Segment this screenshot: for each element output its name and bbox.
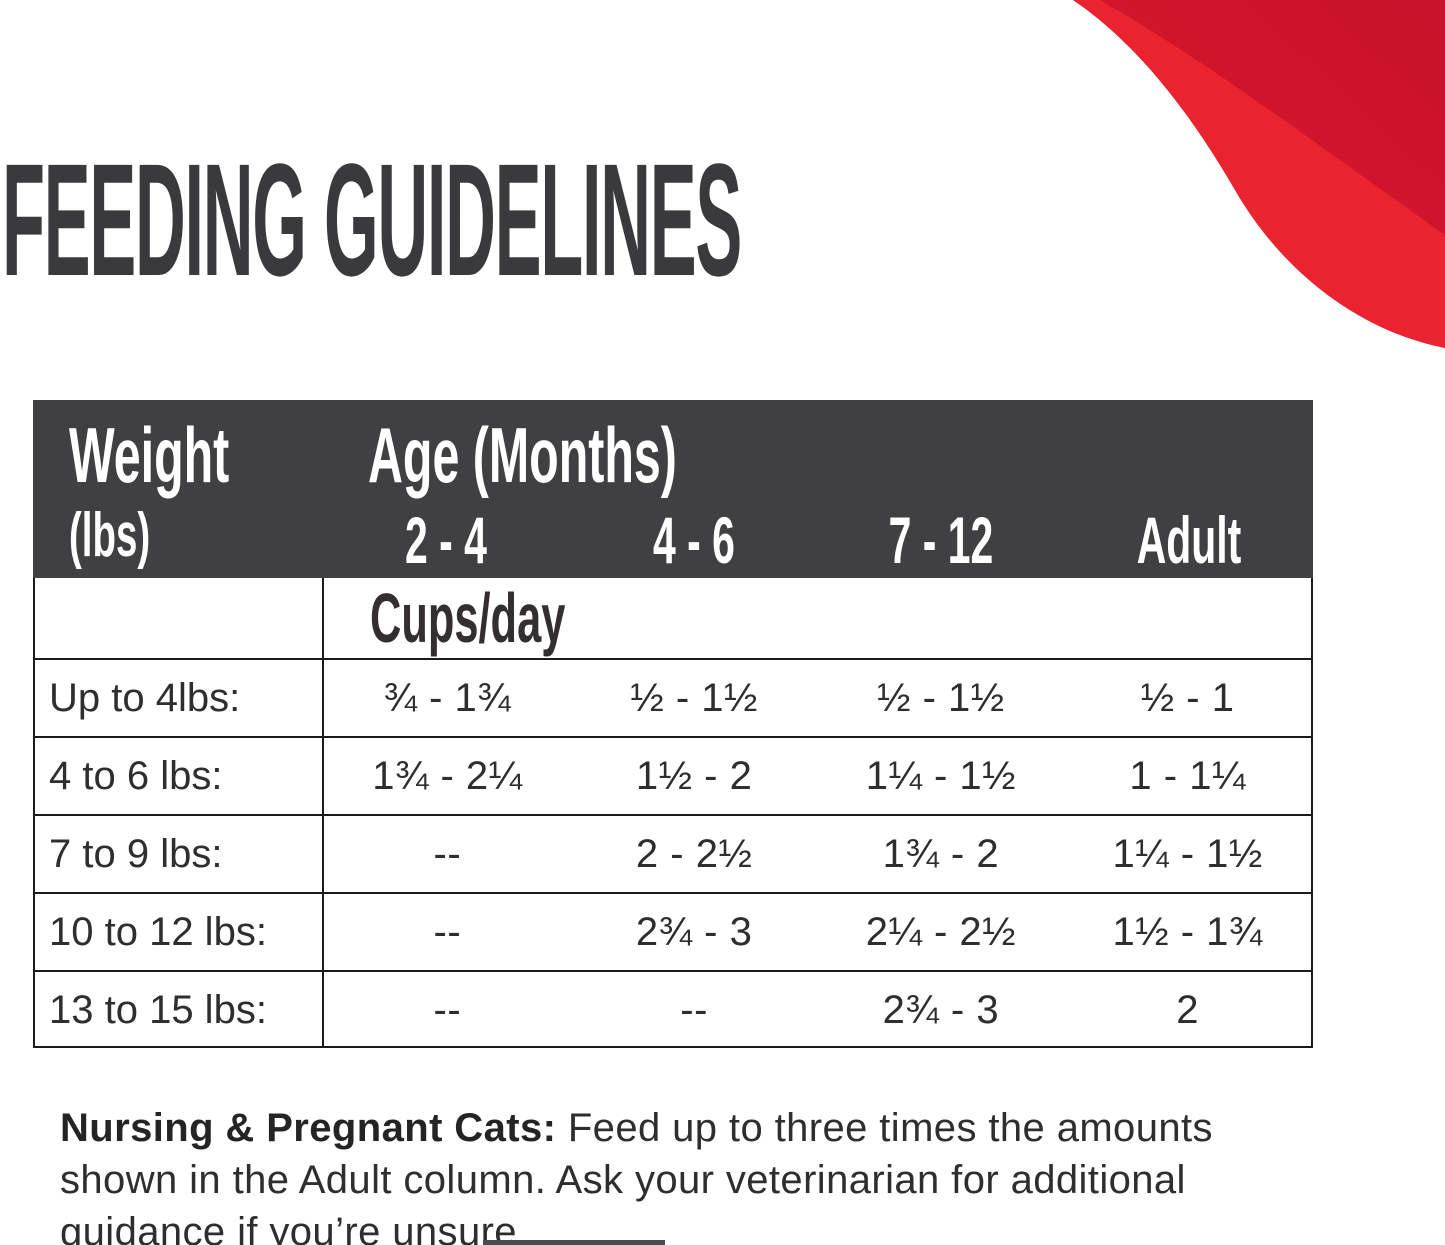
- cups-cell: 2¼ - 2½: [865, 909, 1016, 954]
- table-row: 13 to 15 lbs: -- -- 2¾ - 3 2: [35, 970, 1311, 1048]
- units-cell: Cups/day: [324, 578, 1311, 658]
- cups-cell: --: [433, 987, 462, 1032]
- page-title: FEEDING GUIDELINES: [2, 130, 742, 309]
- weight-column-header: Weight: [69, 411, 230, 499]
- units-label: Cups/day: [370, 579, 566, 657]
- note-line-1-rest: Feed up to three times the amounts: [556, 1106, 1213, 1150]
- nursing-pregnant-note: Nursing & Pregnant Cats: Feed up to thre…: [60, 1102, 1420, 1245]
- weight-range-cell: 7 to 9 lbs:: [35, 816, 324, 892]
- cups-cell: --: [433, 831, 462, 876]
- table-row: 10 to 12 lbs: -- 2¾ - 3 2¼ - 2½ 1½ - 1¾: [35, 892, 1311, 970]
- age-col-2-4: 2 - 4: [405, 503, 487, 577]
- note-line-2: shown in the Adult column. Ask your vete…: [60, 1158, 1186, 1202]
- cups-cell: 2¾ - 3: [882, 987, 1000, 1032]
- age-col-7-12: 7 - 12: [888, 503, 994, 577]
- weight-range-cell: 4 to 6 lbs:: [35, 738, 324, 814]
- cups-cell: 1¼ - 1½: [865, 753, 1016, 798]
- swoosh-highlight-shape: [1073, 0, 1445, 348]
- weight-unit-label: (lbs): [69, 501, 151, 570]
- table-header: Weight (lbs) Age (Months) 2 - 4 4 - 6 7 …: [33, 400, 1313, 578]
- cups-cell: --: [680, 987, 708, 1032]
- units-row: Cups/day: [35, 578, 1311, 658]
- age-group-header: Age (Months): [368, 411, 677, 499]
- weight-range-cell: Up to 4lbs:: [35, 660, 324, 736]
- note-line-1: Nursing & Pregnant Cats: Feed up to thre…: [60, 1102, 1420, 1154]
- cups-cell: 1¾ - 2¼: [372, 753, 523, 798]
- cropped-bottom-element: [483, 1240, 665, 1245]
- cups-cell: 2¾ - 3: [635, 909, 753, 954]
- table-row: 4 to 6 lbs: 1¾ - 2¼ 1½ - 2 1¼ - 1½ 1 - 1…: [35, 736, 1311, 814]
- cups-cell: ½ - 1½: [877, 675, 1005, 720]
- cups-cell: 1½ - 2: [635, 753, 753, 798]
- units-row-empty-cell: [35, 578, 324, 658]
- feeding-table-body: Cups/day Up to 4lbs: ¾ - 1¾ ½ - 1½ ½ - 1…: [33, 578, 1313, 1048]
- table-row: 7 to 9 lbs: -- 2 - 2½ 1¾ - 2 1¼ - 1½: [35, 814, 1311, 892]
- cups-cell: 1½ - 1¾: [1112, 909, 1263, 954]
- cups-cell: ¾ - 1¾: [383, 675, 512, 720]
- red-swoosh-graphic: [1073, 0, 1445, 348]
- cups-cell: 1 - 1¼: [1129, 753, 1246, 798]
- weight-range-cell: 13 to 15 lbs:: [35, 972, 324, 1048]
- cups-cell: 2 - 2½: [635, 831, 753, 876]
- age-col-4-6: 4 - 6: [653, 503, 735, 577]
- note-bold-label: Nursing & Pregnant Cats:: [60, 1106, 557, 1150]
- cups-cell: --: [433, 909, 462, 954]
- cups-cell: ½ - 1½: [630, 675, 758, 720]
- age-col-adult: Adult: [1136, 503, 1242, 577]
- cups-cell: 1¾ - 2: [882, 831, 1000, 876]
- cups-cell: 2: [1176, 987, 1199, 1032]
- note-line-3: guidance if you’re unsure.: [60, 1210, 529, 1245]
- weight-range-cell: 10 to 12 lbs:: [35, 894, 324, 970]
- table-row: Up to 4lbs: ¾ - 1¾ ½ - 1½ ½ - 1½ ½ - 1: [35, 658, 1311, 736]
- cups-cell: 1¼ - 1½: [1112, 831, 1263, 876]
- cups-cell: ½ - 1: [1140, 675, 1235, 720]
